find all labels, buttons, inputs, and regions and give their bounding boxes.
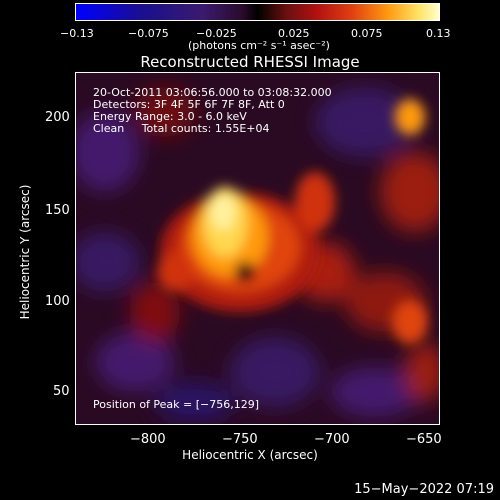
y-tick-label: 100 [45, 294, 70, 309]
x-tick-label: −750 [222, 432, 258, 447]
peak-position-label: Position of Peak = [−756,129] [93, 398, 260, 411]
x-tick-label: −650 [406, 432, 442, 447]
colorbar [75, 3, 440, 21]
plot-frame [75, 72, 440, 425]
info-line: 20-Oct-2011 03:06:56.000 to 03:08:32.000 [93, 86, 332, 99]
info-line: Detectors: 3F 4F 5F 6F 7F 8F, Att 0 [93, 98, 285, 111]
colorbar-tick: 0.13 [426, 27, 451, 40]
x-axis-label: Heliocentric X (arcsec) [182, 448, 318, 462]
y-axis-label: Heliocentric Y (arcsec) [18, 184, 32, 320]
info-line: Energy Range: 3.0 - 6.0 keV [93, 110, 247, 123]
colorbar-tick: −0.025 [196, 27, 237, 40]
y-tick-label: 200 [45, 110, 70, 125]
rhessi-image [75, 72, 440, 425]
colorbar-tick: −0.13 [60, 27, 94, 40]
y-tick-label: 50 [53, 384, 70, 399]
x-tick-label: −800 [130, 432, 166, 447]
info-line: Clean Total counts: 1.55E+04 [93, 122, 270, 135]
timestamp: 15−May−2022 07:19 [354, 482, 494, 497]
y-tick-label: 150 [45, 203, 70, 218]
colorbar-tick: 0.075 [351, 27, 383, 40]
colorbar-tick: 0.025 [278, 27, 310, 40]
plot-title: Reconstructed RHESSI Image [140, 53, 360, 71]
x-tick-label: −700 [314, 432, 350, 447]
colorbar-tick: −0.075 [128, 27, 169, 40]
colorbar-unit: (photons cm⁻² s⁻¹ asec⁻²) [188, 39, 330, 52]
